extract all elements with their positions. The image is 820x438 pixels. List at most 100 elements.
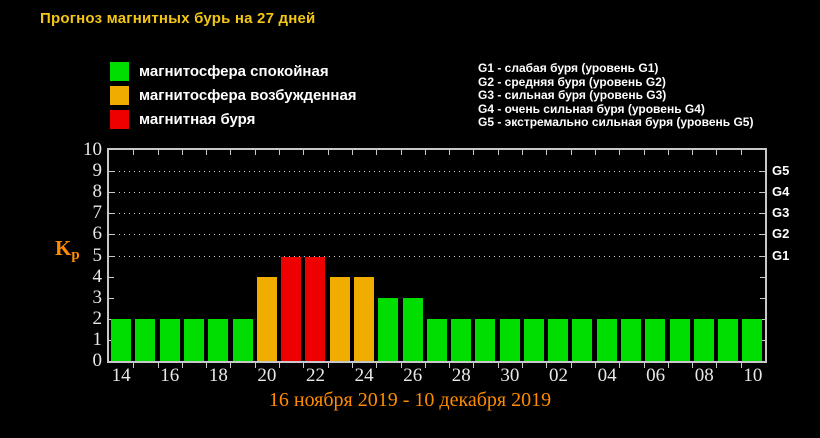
bar-day-29	[475, 319, 496, 361]
page-title: Прогноз магнитных бурь на 27 дней	[40, 10, 316, 27]
bottom-axis-tick	[230, 363, 231, 368]
kp-letter: K	[55, 236, 72, 260]
bottom-axis-tick	[401, 363, 402, 368]
bar-day-20	[256, 277, 277, 361]
g-axis-label-G3: G3	[772, 205, 790, 220]
bar-day-30	[499, 319, 520, 361]
bottom-axis-tick	[449, 363, 450, 368]
day-slot-21	[279, 150, 303, 361]
y-label-8: 8	[92, 181, 103, 202]
day-slot-18	[206, 150, 230, 361]
bottom-axis-tick	[473, 363, 474, 368]
bar-day-27	[426, 319, 447, 361]
bar-day-19	[232, 319, 253, 361]
bar-day-24	[353, 277, 374, 361]
x-label-10: 10	[743, 365, 763, 386]
bar-day-16	[159, 319, 180, 361]
left-axis-tick-4	[109, 277, 114, 278]
bar-day-26	[402, 298, 423, 361]
kp-subscript: p	[71, 247, 80, 263]
top-axis-tick	[425, 150, 426, 155]
top-axis-tick	[352, 150, 353, 155]
bar-day-02	[548, 319, 569, 361]
bottom-axis-tick	[255, 363, 256, 368]
bar-day-10	[742, 319, 763, 361]
top-axis-tick	[571, 150, 572, 155]
bottom-axis-tick	[352, 363, 353, 368]
day-slot-23	[328, 150, 352, 361]
top-axis-tick	[498, 150, 499, 155]
x-label-28: 28	[451, 365, 471, 386]
day-slot-05	[619, 150, 643, 361]
bar-day-14	[111, 319, 132, 361]
gridline-kp9	[109, 171, 765, 172]
top-axis-tick	[692, 150, 693, 155]
left-axis-tick-7	[109, 213, 114, 214]
g-levels-legend: G1 - слабая буря (уровень G1) G2 - средн…	[478, 61, 753, 130]
bar-day-17	[183, 319, 204, 361]
bottom-axis-tick	[546, 363, 547, 368]
bar-day-07	[669, 319, 690, 361]
bottom-axis-tick	[425, 363, 426, 368]
day-slot-17	[182, 150, 206, 361]
top-axis-tick	[376, 150, 377, 155]
quiet-color-swatch	[110, 62, 129, 81]
bar-day-25	[378, 298, 399, 361]
right-axis-tick-6	[760, 234, 765, 235]
bar-day-22	[305, 257, 326, 361]
bottom-axis-tick	[498, 363, 499, 368]
day-slot-24	[352, 150, 376, 361]
bottom-axis-tick	[133, 363, 134, 368]
bottom-axis-tick	[522, 363, 523, 368]
left-axis-tick-6	[109, 234, 114, 235]
legend-item-quiet: магнитосфера спокойная	[110, 62, 357, 81]
g3-description: G3 - сильная буря (уровень G3)	[478, 88, 667, 102]
right-axis-tick-4	[760, 277, 765, 278]
g-axis-label-G4: G4	[772, 184, 790, 199]
day-slot-15	[133, 150, 157, 361]
top-axis-tick	[303, 150, 304, 155]
plot-area	[107, 148, 767, 363]
day-slot-06	[643, 150, 667, 361]
legend-item-label: магнитосфера возбужденная	[139, 87, 357, 104]
bottom-axis-tick	[376, 363, 377, 368]
state-legend: магнитосфера спокойная магнитосфера возб…	[110, 62, 357, 134]
bottom-axis-tick	[303, 363, 304, 368]
x-label-24: 24	[354, 365, 374, 386]
right-axis-tick-5	[760, 256, 765, 257]
bar-day-18	[208, 319, 229, 361]
day-slot-14	[109, 150, 133, 361]
bar-day-05	[621, 319, 642, 361]
g1-description: G1 - слабая буря (уровень G1)	[478, 61, 659, 75]
top-axis-tick	[595, 150, 596, 155]
left-axis-tick-5	[109, 256, 114, 257]
x-axis-labels: 14 16 18 20 22 24 26 28 30 02 04 06 08 10	[109, 365, 765, 387]
g-axis-label-G5: G5	[772, 163, 790, 178]
day-slot-07	[667, 150, 691, 361]
gridline-kp8	[109, 192, 765, 193]
bottom-axis-tick	[158, 363, 159, 368]
right-axis-tick-1	[760, 340, 765, 341]
top-axis-tick	[668, 150, 669, 155]
storm-color-swatch	[110, 110, 129, 129]
x-label-16: 16	[160, 365, 180, 386]
y-label-10: 10	[83, 139, 102, 160]
left-axis-tick-8	[109, 192, 114, 193]
top-axis-tick	[619, 150, 620, 155]
y-label-3: 3	[92, 287, 103, 308]
bottom-axis-tick	[741, 363, 742, 368]
y-label-7: 7	[92, 202, 103, 223]
right-axis-tick-3	[760, 298, 765, 299]
y-label-1: 1	[92, 329, 103, 350]
day-slot-03	[570, 150, 594, 361]
y-label-5: 5	[92, 245, 103, 266]
x-label-08: 08	[694, 365, 714, 386]
day-slot-16	[158, 150, 182, 361]
top-axis-tick	[473, 150, 474, 155]
top-axis-tick	[716, 150, 717, 155]
excited-color-swatch	[110, 86, 129, 105]
day-slot-22	[303, 150, 327, 361]
legend-item-label: магнитная буря	[139, 111, 256, 128]
bar-day-09	[718, 319, 739, 361]
